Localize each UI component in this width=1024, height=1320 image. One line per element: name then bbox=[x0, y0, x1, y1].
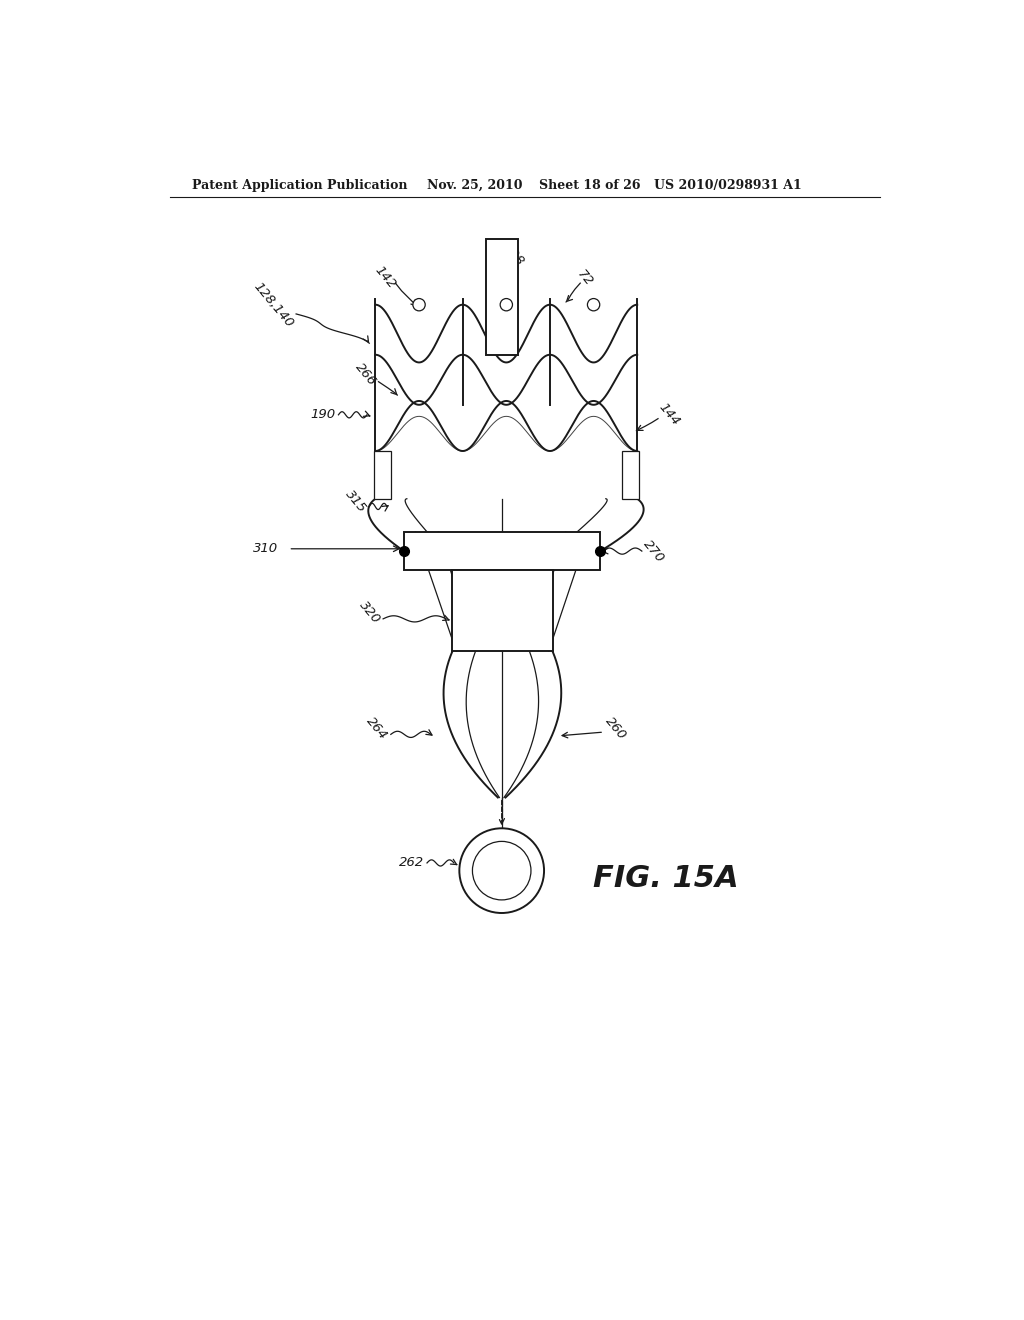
Text: 190: 190 bbox=[310, 408, 336, 421]
Bar bbox=[453, 570, 553, 651]
Text: 72: 72 bbox=[574, 267, 595, 288]
Text: FIG. 15A: FIG. 15A bbox=[593, 863, 738, 892]
Bar bbox=[403, 532, 600, 570]
Bar bbox=[374, 451, 391, 499]
Text: 144: 144 bbox=[656, 401, 683, 429]
Text: Patent Application Publication: Patent Application Publication bbox=[193, 178, 408, 191]
Text: 128,140: 128,140 bbox=[251, 280, 296, 330]
Text: 264: 264 bbox=[364, 714, 390, 742]
Circle shape bbox=[500, 298, 512, 312]
Circle shape bbox=[588, 298, 600, 312]
Text: Nov. 25, 2010: Nov. 25, 2010 bbox=[427, 178, 522, 191]
Circle shape bbox=[460, 829, 544, 913]
Text: 262: 262 bbox=[399, 857, 424, 870]
Text: 260: 260 bbox=[602, 714, 629, 742]
Text: 320: 320 bbox=[356, 599, 382, 627]
Text: US 2010/0298931 A1: US 2010/0298931 A1 bbox=[654, 178, 802, 191]
Text: 142: 142 bbox=[372, 264, 397, 292]
Text: 315: 315 bbox=[342, 487, 369, 515]
Text: 328: 328 bbox=[501, 240, 527, 268]
Text: 310: 310 bbox=[253, 543, 278, 556]
Bar bbox=[622, 451, 639, 499]
Text: Sheet 18 of 26: Sheet 18 of 26 bbox=[539, 178, 640, 191]
Text: 270: 270 bbox=[641, 537, 668, 565]
Text: 266: 266 bbox=[352, 360, 379, 388]
Circle shape bbox=[472, 841, 531, 900]
Circle shape bbox=[413, 298, 425, 312]
Bar bbox=[486, 239, 518, 355]
